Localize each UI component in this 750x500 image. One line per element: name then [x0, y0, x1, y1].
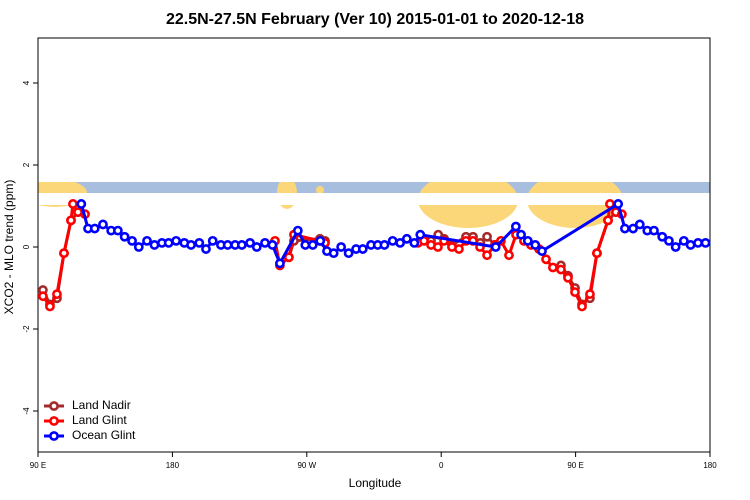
- data-point: [315, 235, 326, 246]
- data-point: [328, 248, 339, 259]
- y-tick-label: -2: [22, 325, 31, 333]
- x-tick-label: 90 E: [567, 461, 583, 470]
- data-point: [670, 242, 681, 252]
- data-point: [563, 272, 573, 283]
- data-point: [186, 240, 196, 250]
- data-point: [236, 240, 247, 250]
- legend-label: Land Nadir: [72, 398, 131, 412]
- data-point: [577, 301, 587, 312]
- data-point: [490, 242, 501, 252]
- data-point: [516, 229, 526, 240]
- legend-label: Ocean Glint: [72, 428, 136, 442]
- data-point: [292, 225, 303, 236]
- y-tick-label: 0: [22, 244, 31, 249]
- data-point: [45, 301, 55, 312]
- data-point: [201, 244, 211, 254]
- data-point: [556, 264, 566, 275]
- data-point: [283, 252, 294, 263]
- data-point: [68, 199, 78, 209]
- data-point: [251, 242, 262, 252]
- y-tick-label: -4: [22, 407, 31, 415]
- data-point: [530, 240, 541, 250]
- x-tick-label: 180: [703, 461, 717, 470]
- data-point: [613, 199, 624, 209]
- data-point: [401, 233, 412, 244]
- legend-marker: [49, 416, 59, 426]
- data-point: [245, 237, 255, 248]
- data-point: [89, 223, 100, 234]
- data-point: [300, 240, 311, 250]
- data-point: [275, 258, 285, 269]
- data-point: [482, 250, 492, 261]
- data-point: [603, 215, 613, 226]
- data-point: [541, 254, 551, 265]
- x-tick-label: 180: [166, 461, 180, 470]
- x-tick-label: 0: [439, 461, 444, 470]
- data-point: [693, 237, 703, 248]
- data-point: [59, 248, 69, 259]
- data-point: [194, 237, 205, 248]
- data-point: [537, 246, 547, 256]
- data-point: [343, 248, 354, 259]
- data-point: [307, 240, 318, 250]
- data-point: [66, 215, 76, 226]
- data-point: [510, 221, 521, 232]
- data-point: [700, 237, 711, 248]
- series-line: [41, 211, 80, 307]
- data-point: [678, 235, 689, 246]
- data-point: [592, 248, 602, 259]
- data-point: [628, 223, 638, 234]
- data-point: [52, 289, 62, 300]
- data-point: [119, 231, 130, 242]
- data-point: [133, 242, 144, 252]
- data-point: [433, 242, 443, 252]
- data-point: [504, 250, 514, 261]
- data-point: [142, 235, 152, 246]
- map-strip: [38, 170, 710, 228]
- data-point: [222, 240, 233, 250]
- x-axis-label: Longitude: [349, 476, 402, 490]
- data-point: [379, 240, 390, 250]
- legend-marker: [49, 431, 59, 441]
- data-point: [685, 240, 696, 250]
- data-point: [657, 231, 668, 242]
- data-point: [127, 235, 137, 246]
- data-point: [395, 237, 406, 248]
- data-point: [585, 289, 595, 300]
- data-point: [415, 229, 426, 240]
- data-point: [454, 244, 464, 254]
- data-point: [112, 225, 123, 236]
- data-point: [357, 244, 368, 254]
- legend-label: Land Glint: [72, 413, 127, 427]
- data-point: [76, 199, 87, 209]
- data-point: [409, 237, 420, 248]
- data-point: [664, 235, 674, 246]
- y-axis-label: XCO2 - MLO trend (ppm): [2, 180, 16, 315]
- data-point: [387, 235, 398, 246]
- data-point: [260, 237, 270, 248]
- data-point: [482, 231, 492, 242]
- x-tick-label: 90 W: [297, 461, 316, 470]
- data-point: [171, 235, 182, 246]
- data-point: [163, 237, 174, 248]
- x-tick-label: 90 E: [30, 461, 46, 470]
- legend-marker: [49, 401, 59, 411]
- data-point: [336, 242, 347, 252]
- data-point: [570, 287, 580, 297]
- data-point: [267, 240, 278, 250]
- data-point: [98, 219, 108, 230]
- data-point: [149, 240, 160, 250]
- data-point: [38, 291, 48, 302]
- data-point: [522, 235, 533, 246]
- y-tick-label: 2: [22, 162, 31, 167]
- chart-title: 22.5N-27.5N February (Ver 10) 2015-01-01…: [166, 11, 584, 28]
- data-point: [207, 235, 218, 246]
- data-point: [634, 219, 645, 230]
- data-point: [548, 262, 558, 273]
- y-tick-label: 4: [22, 80, 31, 85]
- data-point: [619, 223, 630, 234]
- data-point: [649, 225, 659, 236]
- plot-frame: [37, 37, 711, 453]
